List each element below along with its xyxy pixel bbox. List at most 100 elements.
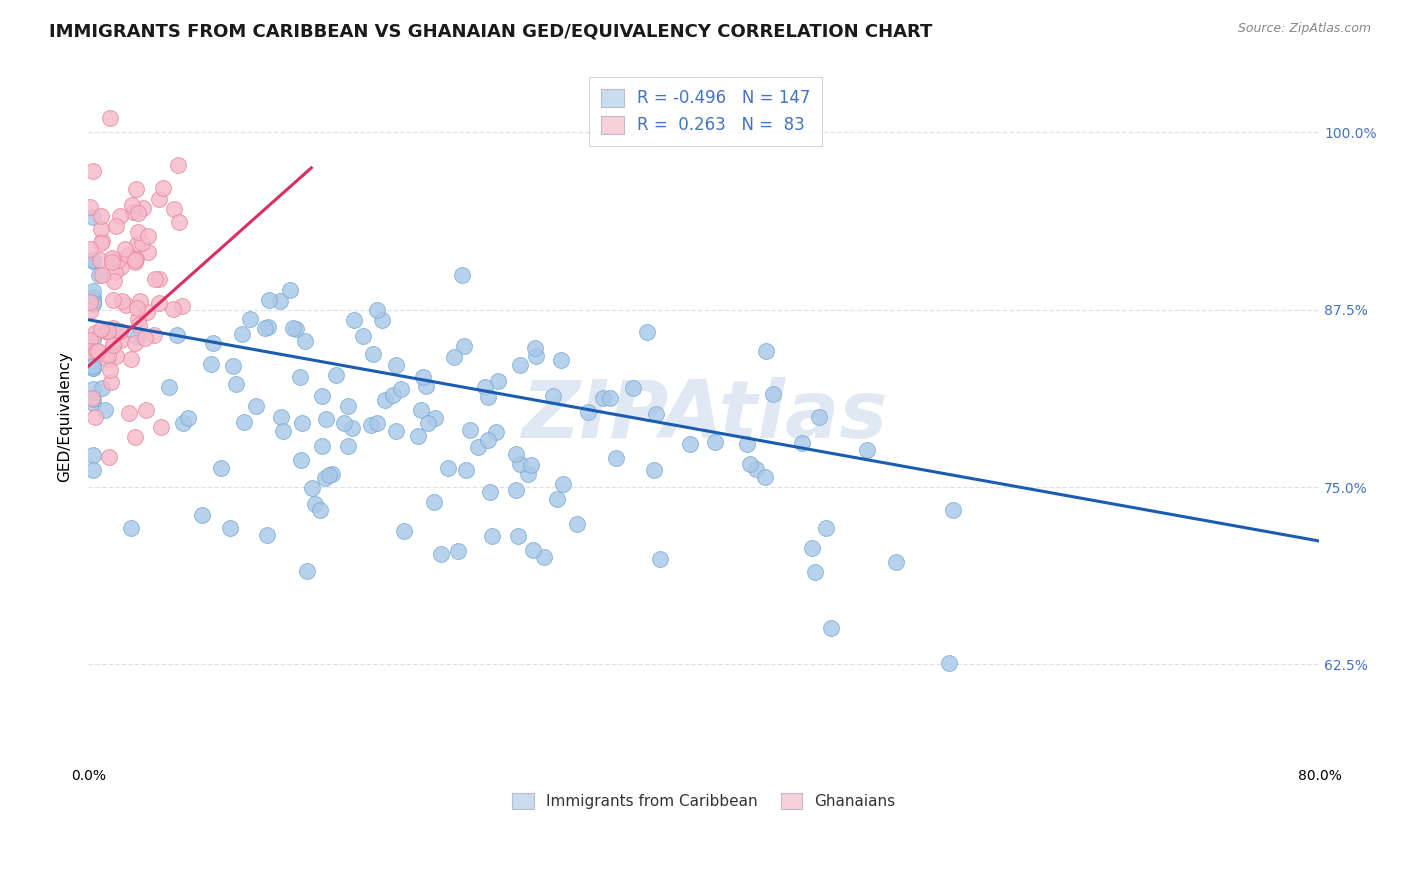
Point xyxy=(754,469,776,483)
Point xyxy=(239,312,262,326)
Point xyxy=(508,457,530,471)
Point xyxy=(271,425,294,439)
Point xyxy=(149,420,172,434)
Point xyxy=(103,274,125,288)
Point xyxy=(83,410,105,425)
Point xyxy=(124,254,146,268)
Point xyxy=(103,338,125,352)
Point xyxy=(100,376,122,390)
Point xyxy=(745,462,768,476)
Point xyxy=(325,368,347,383)
Point xyxy=(120,352,142,367)
Point xyxy=(209,460,232,475)
Point xyxy=(142,327,165,342)
Point xyxy=(385,424,408,438)
Point xyxy=(337,400,360,414)
Point xyxy=(136,229,159,244)
Point xyxy=(361,347,384,361)
Point xyxy=(371,312,394,326)
Point xyxy=(486,374,509,388)
Text: ZIPAtlas: ZIPAtlas xyxy=(520,377,887,455)
Point xyxy=(820,621,842,635)
Point xyxy=(599,392,621,406)
Point xyxy=(366,416,388,430)
Point xyxy=(104,349,127,363)
Point xyxy=(82,396,104,410)
Point xyxy=(117,248,139,262)
Point xyxy=(127,312,149,326)
Point xyxy=(122,204,145,219)
Point xyxy=(755,343,778,358)
Point xyxy=(436,461,458,475)
Point xyxy=(648,552,671,566)
Point xyxy=(352,328,374,343)
Point xyxy=(82,297,104,311)
Point xyxy=(516,467,538,482)
Point xyxy=(143,272,166,286)
Point xyxy=(423,411,446,425)
Point xyxy=(111,294,134,309)
Point xyxy=(127,225,149,239)
Point xyxy=(91,381,114,395)
Point xyxy=(288,369,311,384)
Point xyxy=(550,352,572,367)
Point xyxy=(541,389,564,403)
Point xyxy=(124,430,146,444)
Point xyxy=(803,565,825,579)
Point xyxy=(283,320,305,334)
Point xyxy=(392,524,415,538)
Point xyxy=(98,325,121,339)
Point xyxy=(120,520,142,534)
Point xyxy=(636,326,658,340)
Point xyxy=(202,336,225,351)
Point xyxy=(108,209,131,223)
Point xyxy=(82,360,104,375)
Point xyxy=(148,296,170,310)
Point xyxy=(98,111,121,125)
Point xyxy=(127,301,149,316)
Point xyxy=(83,326,105,340)
Point xyxy=(157,379,180,393)
Point xyxy=(136,304,159,318)
Point xyxy=(762,387,785,401)
Point xyxy=(96,324,118,338)
Point xyxy=(301,482,323,496)
Point xyxy=(474,380,496,394)
Point xyxy=(82,359,104,373)
Point xyxy=(524,341,547,355)
Point xyxy=(815,521,838,535)
Point xyxy=(94,403,117,417)
Point xyxy=(163,202,186,216)
Point xyxy=(256,528,278,542)
Point xyxy=(82,284,104,298)
Point xyxy=(82,382,104,396)
Text: Source: ZipAtlas.com: Source: ZipAtlas.com xyxy=(1237,22,1371,36)
Point xyxy=(131,236,153,251)
Point xyxy=(406,429,429,443)
Point xyxy=(467,440,489,454)
Point xyxy=(82,462,104,476)
Point xyxy=(114,298,136,312)
Point xyxy=(124,336,146,351)
Point xyxy=(509,358,531,372)
Point xyxy=(82,293,104,308)
Point xyxy=(190,508,212,523)
Point xyxy=(127,206,149,220)
Point xyxy=(79,344,101,359)
Point xyxy=(125,237,148,252)
Point xyxy=(167,215,190,229)
Point xyxy=(623,381,645,395)
Point xyxy=(740,457,762,471)
Point xyxy=(110,324,132,338)
Point xyxy=(807,409,830,424)
Point xyxy=(128,294,150,309)
Point xyxy=(308,502,330,516)
Text: IMMIGRANTS FROM CARIBBEAN VS GHANAIAN GED/EQUIVALENCY CORRELATION CHART: IMMIGRANTS FROM CARIBBEAN VS GHANAIAN GE… xyxy=(49,22,932,40)
Point xyxy=(366,303,388,318)
Point xyxy=(458,423,481,437)
Point xyxy=(454,463,477,477)
Point xyxy=(477,433,499,447)
Point xyxy=(285,321,308,335)
Point xyxy=(592,391,614,405)
Point xyxy=(505,447,527,461)
